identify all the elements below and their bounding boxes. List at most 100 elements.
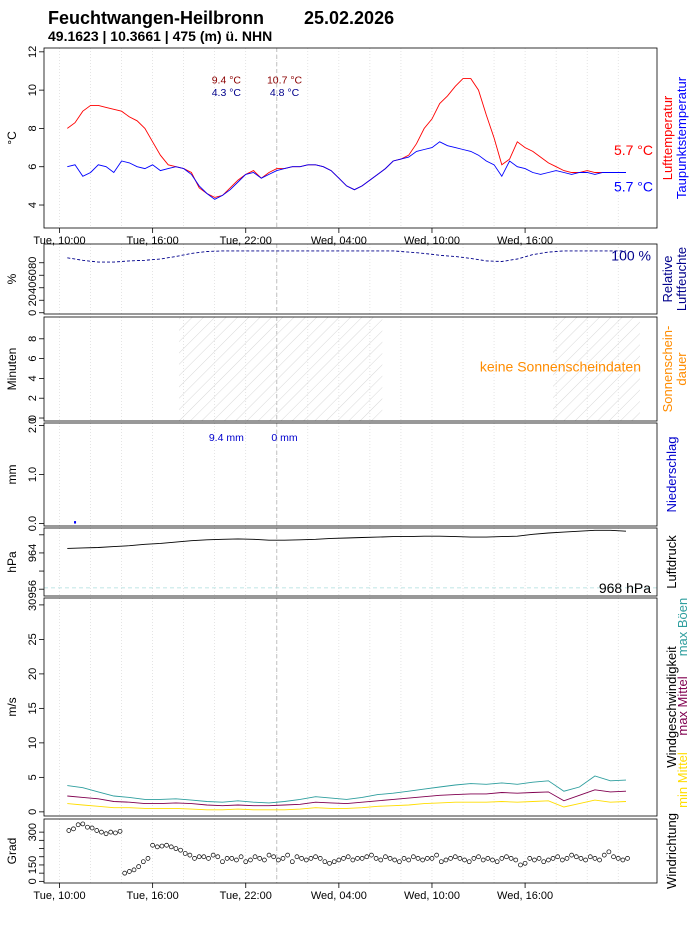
wind-direction-point [206,856,211,861]
wind-direction-point [178,847,183,853]
wind-direction-point [275,857,281,863]
y-tick-label: 8 [27,336,39,342]
wind-direction-point [150,842,155,848]
wind-direction-point [224,856,230,861]
wind-direction-point [513,857,519,863]
y-tick-label: 300 [27,823,39,841]
wind-direction-point [210,852,216,858]
y-tick-label: 0 [27,809,39,815]
wind-direction-point [559,857,565,863]
y-tick-label: 15 [27,702,39,714]
wind-direction-point [480,857,486,863]
station-title: Feuchtwangen-Heilbronn [48,8,264,28]
wind-direction-point [457,856,463,861]
x-tick-label: Tue, 16:00 [127,235,179,247]
panel-temperature: 4 6 8 10 12 °C 9.4 °C4.3 °C 10.7 °C4.8 °C 5.7 °C… [5,46,689,229]
series-temperature-1 [67,141,626,200]
x-tick-label: Wed, 04:00 [311,890,367,902]
wind-direction-point [532,857,537,863]
wind-direction-point [280,856,286,861]
side-label: Windgeschwindigkeit [664,646,679,768]
y-tick-label: 5 [27,774,39,780]
wind-direction-point [103,831,109,837]
wind-direction-point [508,856,514,861]
wind-direction-point [154,844,160,850]
wind-direction-point [424,856,430,861]
y-tick-label: 956 [27,580,39,598]
wind-direction-point [466,859,472,865]
panel-frame [43,527,658,597]
wind-direction-point [99,829,104,835]
wind-direction-point [438,859,444,865]
wind-direction-point [522,860,528,866]
wind-direction-point [322,859,328,865]
wind-direction-point [406,857,412,863]
x-tick-label: Wed, 04:00 [311,235,367,247]
wind-direction-point [592,856,598,861]
chart-panels: 4 6 8 10 12 °C 9.4 °C4.3 °C 10.7 °C4.8 °C 5.7 °C… [5,46,690,902]
x-tick-label: Tue, 10:00 [33,235,85,247]
wind-direction-point [173,846,179,851]
wind-direction-point [378,857,384,863]
wind-direction-point [89,825,95,831]
wind-direction-point [182,851,188,856]
series-wind_speed-0 [67,775,627,804]
wind-direction-point [615,856,621,861]
wind-direction-point [243,859,249,865]
wind-direction-point [113,830,118,836]
wind-direction-point [159,843,165,849]
x-tick-label: Wed, 10:00 [404,235,460,247]
x-tick-label: Tue, 10:00 [33,890,85,902]
side-label: Lufttemperatur [660,95,675,180]
wind-direction-point [462,857,467,863]
y-tick-label: 2 [27,395,39,401]
y-axis-label: Minuten [5,348,19,391]
wind-direction-point [80,821,86,827]
wind-direction-point [504,854,509,860]
wind-direction-point [359,856,365,861]
wind-direction-point [429,856,435,861]
side-label: Luftfeuchte [674,247,689,311]
panel-frame [43,597,658,817]
wind-direction-point [94,828,100,833]
wind-direction-point [317,856,323,861]
y-tick-label: 0 [27,415,39,421]
panel-precipitation: 0.0 1.0 2.0 mm 9.4 mm 0 mm Niederschlag [5,418,679,531]
annotation: 0 mm [271,432,298,444]
current-value: 100 % [611,247,651,263]
wind-direction-point [299,856,304,861]
wind-direction-point [271,854,277,860]
y-tick-label: 150 [27,856,39,874]
y-tick-label: 964 [27,544,39,562]
time-axis: Tue, 10:00 Tue, 16:00 Tue, 22:00 Wed, 04:00… [33,883,553,902]
wind-direction-point [294,854,300,860]
wind-direction-point [485,856,491,861]
series-temperature-0 [67,78,626,198]
side-label-colored: min Mittel [675,752,690,808]
wind-direction-point [145,856,151,861]
wind-direction-point [490,857,495,863]
wind-direction-point [117,828,123,834]
wind-direction-point [443,857,449,863]
x-tick-label: Tue, 22:00 [220,235,272,247]
wind-direction-point [387,856,393,861]
wind-direction-point [383,854,388,860]
wind-direction-point [564,856,570,861]
wind-direction-point [569,852,574,858]
y-tick-label: 10 [27,84,39,96]
side-label: Taupunktstemperatur [674,76,689,199]
y-tick-label: 4 [27,202,39,208]
panel-frame [43,243,658,315]
y-axis-label: hPa [5,551,19,573]
wind-direction-point [373,856,379,861]
y-tick-label: 10 [27,737,39,749]
side-label: Niederschlag [664,437,679,513]
wind-direction-point [452,854,458,860]
y-tick-label: 60 [27,269,39,281]
current-value: 5.7 °C [614,142,653,158]
wind-direction-point [392,857,398,863]
wind-direction-point [257,856,263,861]
wind-direction-point [303,857,309,863]
